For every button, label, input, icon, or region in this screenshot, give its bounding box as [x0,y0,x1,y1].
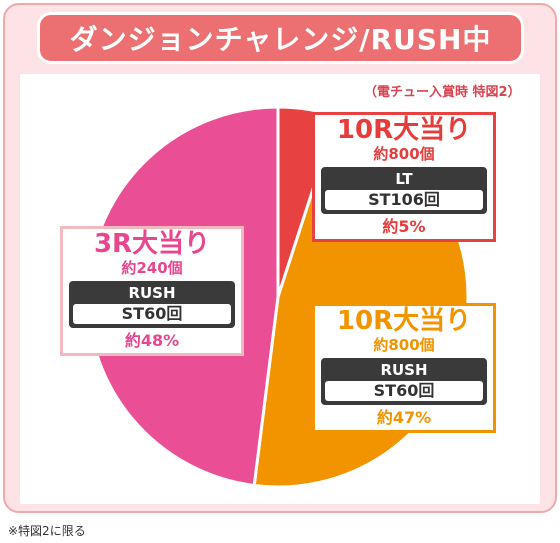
slice-percent: 約5% [382,217,426,236]
slice-title: 10R大当り [336,115,472,145]
slice-title: 10R大当り [336,306,472,336]
slice-mode: LT [395,170,413,188]
slice-label-3r-rush: 3R大当り 約240個 RUSH ST60回 約48% [60,226,244,356]
slice-percent: 約48% [124,331,180,350]
condition-note: （電チュー入賞時 特図2） [364,85,521,100]
slice-label-10r-rush: 10R大当り 約800個 RUSH ST60回 約47% [312,303,496,433]
page-title: ダンジョンチャレンジ/RUSH中 [37,12,524,64]
slice-st: ST60回 [73,304,231,324]
slice-balls: 約800個 [373,336,435,354]
slice-balls: 約800個 [373,145,435,163]
slice-percent: 約47% [376,408,432,427]
slice-balls: 約240個 [121,259,183,277]
slice-mode-box: RUSH ST60回 [69,281,235,328]
footnote: ※特図2に限る [8,524,86,538]
slice-mode-box: LT ST106回 [321,167,487,214]
slice-st: ST106回 [325,190,483,210]
slice-mode-box: RUSH ST60回 [321,358,487,405]
slice-st: ST60回 [325,381,483,401]
slice-mode: RUSH [380,361,428,379]
slice-mode: RUSH [128,284,176,302]
slice-title: 3R大当り [93,229,211,259]
slice-label-10r-lt: 10R大当り 約800個 LT ST106回 約5% [312,112,496,242]
